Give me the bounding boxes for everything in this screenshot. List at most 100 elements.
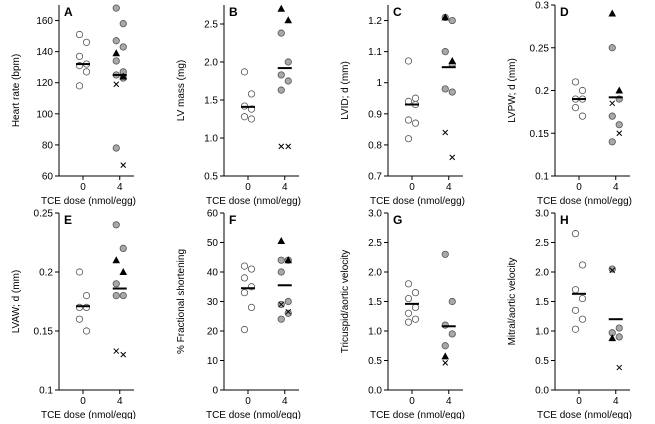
data-point-x-mark: [442, 360, 449, 366]
x-tick-label: 0: [576, 182, 582, 193]
panel-label: F: [229, 213, 236, 227]
data-point-open-circle: [571, 325, 580, 333]
y-tick-label: 0.25: [34, 209, 54, 220]
y-tick-label: 0.3: [535, 1, 549, 12]
data-point-open-circle: [411, 119, 420, 127]
data-point-x-mark: [278, 301, 285, 308]
data-point-open-circle: [240, 113, 249, 121]
x-tick-label: 0: [409, 182, 415, 193]
data-point-filled-triangle: [112, 256, 121, 264]
data-point-x-mark: [442, 129, 449, 136]
data-point-open-circle: [82, 291, 91, 300]
data-point-filled-triangle: [615, 86, 624, 94]
data-point-gray-circle: [284, 77, 292, 85]
y-tick-label: 40: [207, 268, 219, 279]
data-point-open-circle: [578, 86, 587, 95]
y-axis-title: LVPW; d (mm): [507, 58, 518, 123]
data-point-open-circle: [404, 294, 413, 303]
x-tick-label: 4: [117, 182, 123, 193]
data-point-gray-circle: [284, 58, 292, 66]
panel-label: E: [64, 213, 72, 227]
y-tick-label: 2.5: [535, 238, 549, 249]
data-point-x-mark: [113, 348, 120, 354]
data-point-x-mark: [616, 364, 623, 371]
data-point-open-circle: [75, 303, 84, 311]
data-point-open-circle: [82, 38, 91, 46]
y-tick-label: 3.0: [535, 209, 549, 220]
y-tick-label: 0.15: [530, 129, 550, 140]
data-point-x-mark: [120, 351, 127, 358]
y-tick-label: 100: [36, 109, 53, 120]
x-axis-title: TCE dose (nmol/egg): [537, 196, 632, 207]
data-point-open-circle: [411, 289, 420, 297]
y-tick-label: 0.25: [530, 43, 550, 54]
y-tick-label: 60: [207, 209, 219, 220]
data-point-gray-circle: [284, 297, 292, 306]
x-axis-title: TCE dose (nmol/egg): [41, 410, 136, 419]
y-tick-label: 1.2: [368, 16, 382, 27]
y-tick-label: 10: [207, 356, 219, 367]
data-point-open-circle: [411, 315, 420, 323]
data-point-gray-circle: [112, 144, 120, 152]
y-tick-label: 0.2: [39, 268, 53, 279]
data-point-open-circle: [404, 135, 413, 143]
data-point-open-circle: [247, 265, 256, 273]
data-point-open-circle: [571, 230, 580, 238]
data-point-gray-circle: [119, 244, 127, 252]
data-point-open-circle: [578, 294, 587, 303]
y-tick-label: 0.1: [535, 172, 549, 183]
y-tick-label: 1.0: [535, 327, 549, 338]
x-axis-title: TCE dose (nmol/egg): [370, 410, 465, 419]
x-tick-label: 0: [80, 182, 86, 193]
y-axis-title: LVID; d (mm): [340, 61, 351, 120]
data-point-gray-circle: [608, 138, 616, 146]
data-point-open-circle: [404, 280, 413, 288]
panel-label: D: [560, 5, 569, 19]
data-point-gray-circle: [441, 85, 449, 93]
data-point-open-circle: [240, 68, 249, 76]
y-tick-label: 1: [376, 78, 382, 89]
data-point-open-circle: [571, 104, 580, 112]
data-point-gray-circle: [119, 291, 127, 300]
data-point-open-circle: [404, 309, 413, 317]
y-tick-label: 3.0: [368, 209, 382, 220]
data-point-gray-circle: [448, 16, 456, 25]
panel-label: G: [393, 213, 402, 227]
data-point-open-circle: [75, 268, 84, 276]
x-tick-label: 4: [117, 396, 123, 407]
y-tick-label: 50: [207, 238, 219, 249]
data-point-open-circle: [571, 286, 580, 294]
data-point-gray-circle: [112, 4, 120, 12]
y-tick-label: 0.8: [368, 140, 382, 151]
data-point-gray-circle: [112, 37, 120, 45]
data-point-gray-circle: [119, 20, 127, 28]
y-axis-title: LVAW; d (mm): [11, 270, 22, 334]
y-tick-label: 0.5: [368, 356, 382, 367]
data-point-open-circle: [247, 90, 256, 98]
y-axis-title: Mitral/aortic velocity: [507, 258, 518, 346]
data-point-gray-circle: [615, 324, 623, 332]
x-axis-title: TCE dose (nmol/egg): [206, 410, 301, 419]
y-axis-title: Heart rate (bpm): [11, 54, 22, 127]
y-tick-label: 2.0: [204, 58, 218, 69]
data-point-gray-circle: [277, 268, 285, 276]
y-tick-label: 20: [207, 327, 219, 338]
data-point-open-circle: [82, 68, 91, 76]
data-point-open-circle: [75, 52, 84, 60]
x-axis-title: TCE dose (nmol/egg): [370, 196, 465, 207]
data-point-gray-circle: [441, 342, 449, 350]
x-axis-title: TCE dose (nmol/egg): [206, 196, 301, 207]
panel-label: B: [229, 5, 238, 19]
panel-label: C: [393, 5, 402, 19]
y-tick-label: 140: [36, 47, 53, 58]
y-tick-label: 60: [42, 172, 54, 183]
data-point-open-circle: [404, 318, 413, 326]
y-tick-label: 30: [207, 297, 219, 308]
y-tick-label: 2.5: [368, 238, 382, 249]
data-point-gray-circle: [448, 330, 456, 338]
y-tick-label: 0.2: [535, 86, 549, 97]
data-point-open-circle: [247, 303, 256, 311]
data-point-gray-circle: [119, 43, 127, 51]
